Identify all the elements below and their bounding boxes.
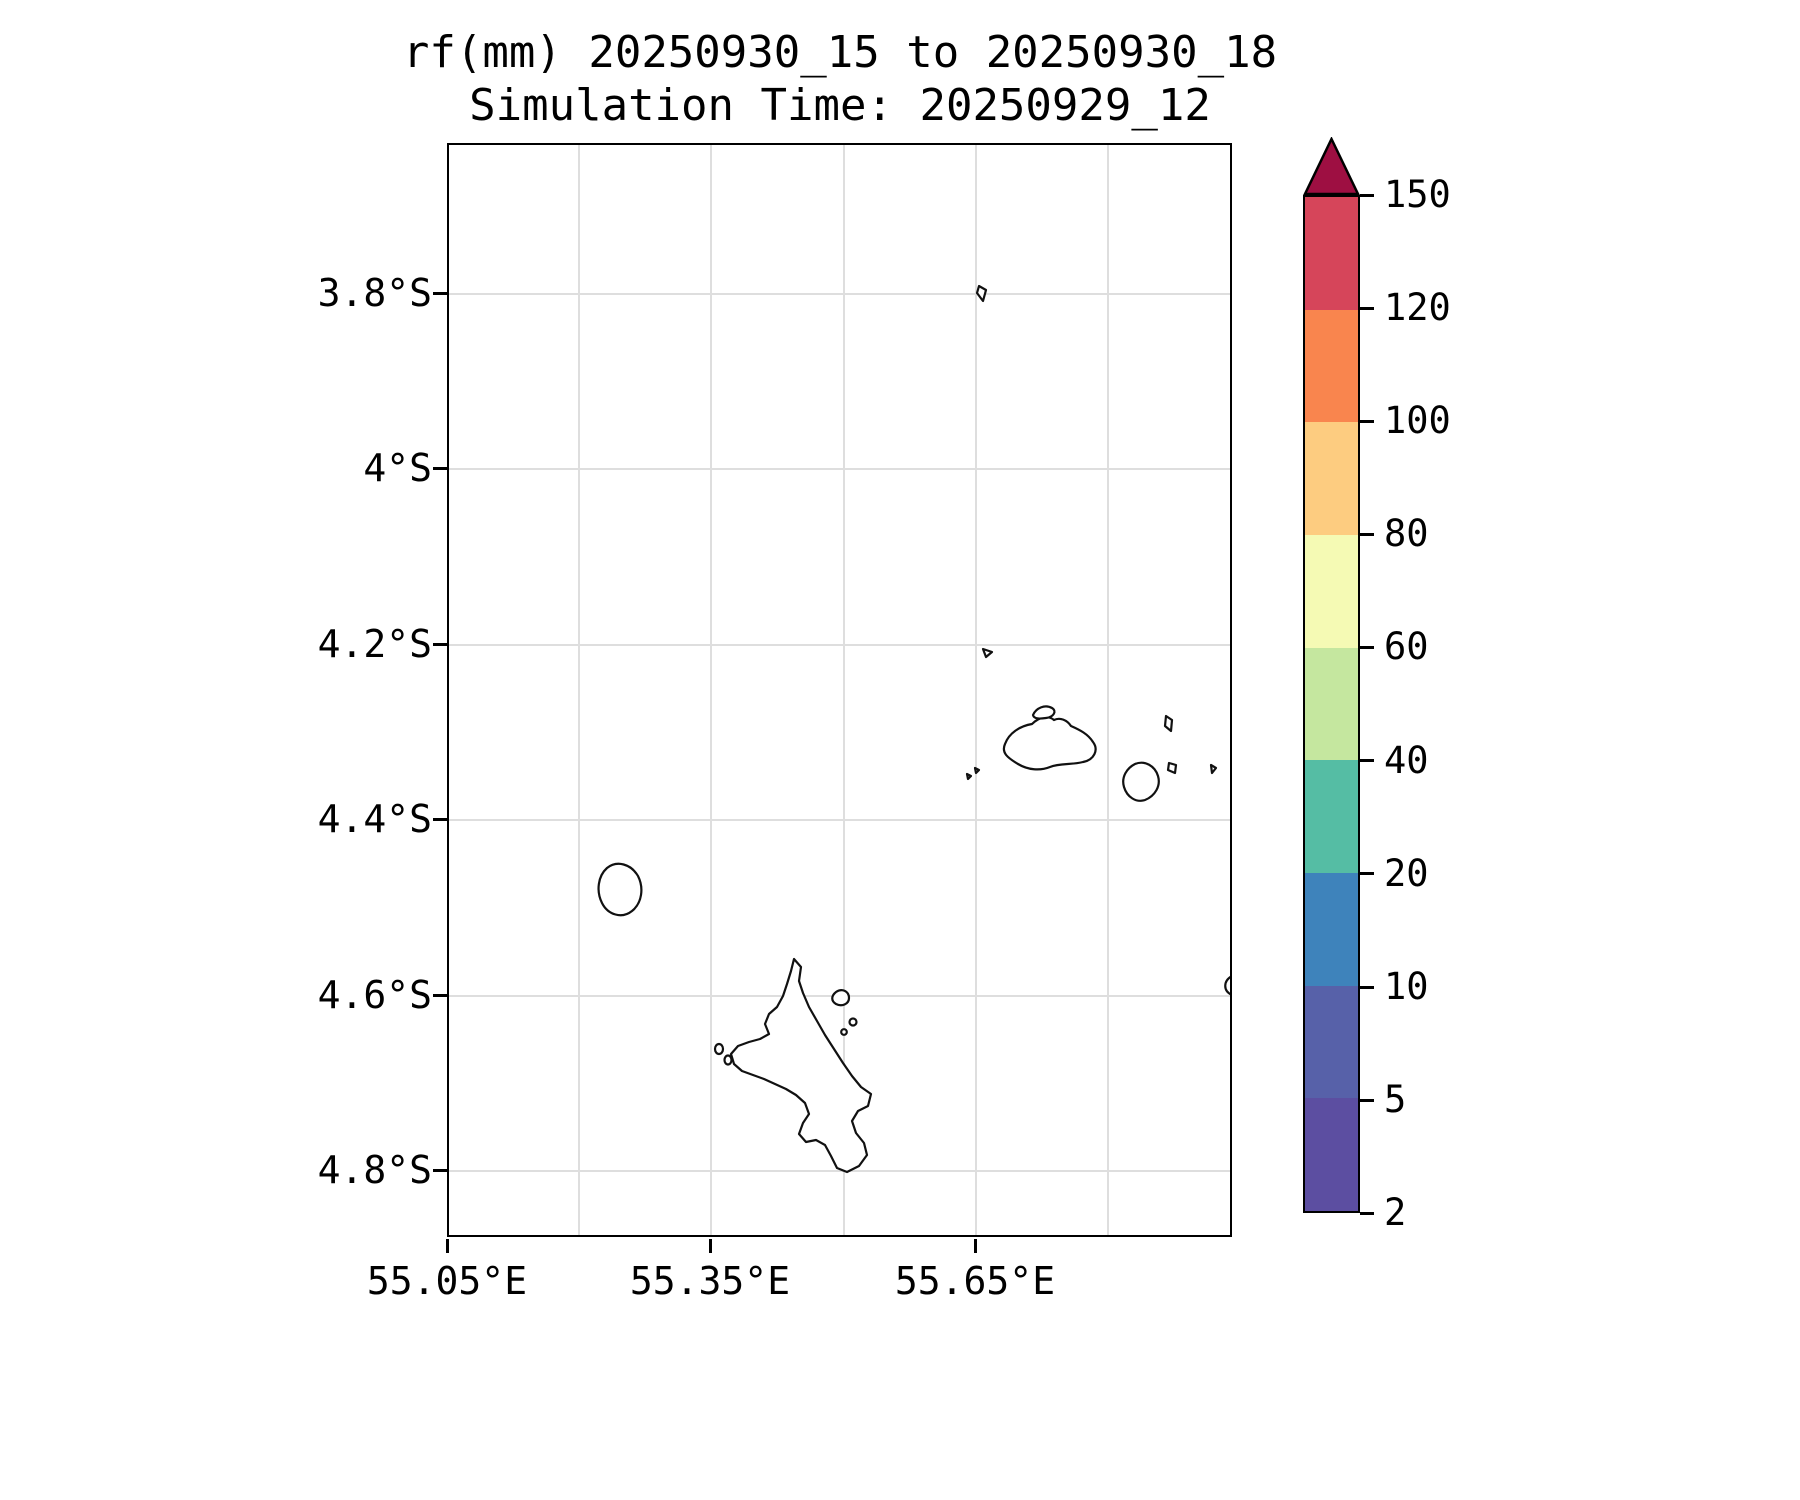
coastline-islet xyxy=(848,1017,858,1027)
gridline-vertical xyxy=(843,145,845,1235)
colorbar-tick-label: 100 xyxy=(1384,399,1451,442)
gridline-vertical xyxy=(578,145,580,1235)
gridline-vertical xyxy=(1107,145,1109,1235)
gridline-horizontal xyxy=(449,1170,1230,1172)
colorbar-extend-arrow xyxy=(1303,137,1360,196)
y-axis-tick xyxy=(433,643,447,646)
x-axis-label: 55.35°E xyxy=(629,1259,791,1303)
coastline-islet xyxy=(840,1028,848,1036)
gridline-horizontal xyxy=(449,468,1230,470)
colorbar-tick-label: 80 xyxy=(1384,512,1429,555)
x-axis-label: 55.65°E xyxy=(894,1259,1056,1303)
chart-title: rf(mm) 20250930_15 to 20250930_18 xyxy=(402,27,1278,78)
colorbar-tick-label: 5 xyxy=(1384,1078,1407,1121)
chart-subtitle: Simulation Time: 20250929_12 xyxy=(469,80,1211,131)
coastline-la-digue-island xyxy=(1122,761,1160,802)
y-axis-label: 4.8°S xyxy=(317,1148,432,1192)
colorbar-arrow-shape xyxy=(1303,137,1360,196)
colorbar-tick xyxy=(1360,646,1374,649)
colorbar-segment xyxy=(1305,197,1358,310)
y-axis-tick xyxy=(433,818,447,821)
colorbar-tick xyxy=(1360,194,1374,197)
colorbar-tick-label: 10 xyxy=(1384,965,1429,1008)
y-axis-label: 4.6°S xyxy=(317,973,432,1017)
gridline-horizontal xyxy=(449,644,1230,646)
coastline-islet xyxy=(973,766,981,775)
coastline-islet xyxy=(965,772,973,781)
y-axis-tick xyxy=(433,994,447,997)
colorbar-tick xyxy=(1360,986,1374,989)
colorbar-tick xyxy=(1360,872,1374,875)
colorbar-tick xyxy=(1360,1099,1374,1102)
coastline-silhouette-island xyxy=(597,862,643,917)
x-axis-tick xyxy=(974,1239,977,1253)
colorbar-tick xyxy=(1360,307,1374,310)
x-axis-tick xyxy=(446,1239,449,1253)
colorbar-segment xyxy=(1305,760,1358,874)
colorbar-segment xyxy=(1305,873,1358,986)
gridline-horizontal xyxy=(449,819,1230,821)
y-axis-label: 4.4°S xyxy=(317,797,432,841)
y-axis-label: 4°S xyxy=(363,446,432,490)
coastline-layer xyxy=(597,284,1232,1174)
colorbar-segment xyxy=(1305,535,1358,648)
colorbar-segment xyxy=(1305,985,1358,1099)
coastline-aride-island xyxy=(981,647,994,659)
coastline-islet xyxy=(1166,761,1178,775)
y-axis-label: 4.2°S xyxy=(317,622,432,666)
colorbar-tick xyxy=(1360,1212,1374,1215)
coastline-islet xyxy=(831,989,851,1007)
colorbar-segment xyxy=(1305,1098,1358,1212)
coastline-mahe-island xyxy=(729,957,873,1174)
colorbar-tick-label: 150 xyxy=(1384,173,1451,216)
y-axis-tick xyxy=(433,1169,447,1172)
gridline-vertical xyxy=(710,145,712,1235)
y-axis-tick xyxy=(433,467,447,470)
x-axis-tick xyxy=(709,1239,712,1253)
gridline-horizontal xyxy=(449,293,1230,295)
gridline-vertical xyxy=(975,145,977,1235)
x-axis-label: 55.05°E xyxy=(366,1259,528,1303)
colorbar-tick-label: 120 xyxy=(1384,286,1451,329)
colorbar-segment xyxy=(1305,309,1358,423)
colorbar-segment xyxy=(1305,647,1358,761)
colorbar-tick-label: 20 xyxy=(1384,852,1429,895)
colorbar-segment xyxy=(1305,422,1358,536)
colorbar xyxy=(1303,195,1360,1213)
colorbar-tick xyxy=(1360,420,1374,423)
colorbar-tick-label: 40 xyxy=(1384,739,1429,782)
coastline-islet xyxy=(713,1042,725,1056)
y-axis-tick xyxy=(433,292,447,295)
colorbar-tick xyxy=(1360,759,1374,762)
y-axis-label: 3.8°S xyxy=(317,271,432,315)
coastline-islet xyxy=(975,284,988,303)
colorbar-tick xyxy=(1360,533,1374,536)
coastline-curieuse-island xyxy=(1031,705,1056,720)
colorbar-tick-label: 2 xyxy=(1384,1191,1407,1234)
colorbar-tick-label: 60 xyxy=(1384,625,1429,668)
coastline-islet xyxy=(723,1054,733,1066)
plot-frame xyxy=(447,143,1232,1237)
coastline-islet xyxy=(1163,714,1174,733)
coastline-islet xyxy=(1209,763,1218,775)
